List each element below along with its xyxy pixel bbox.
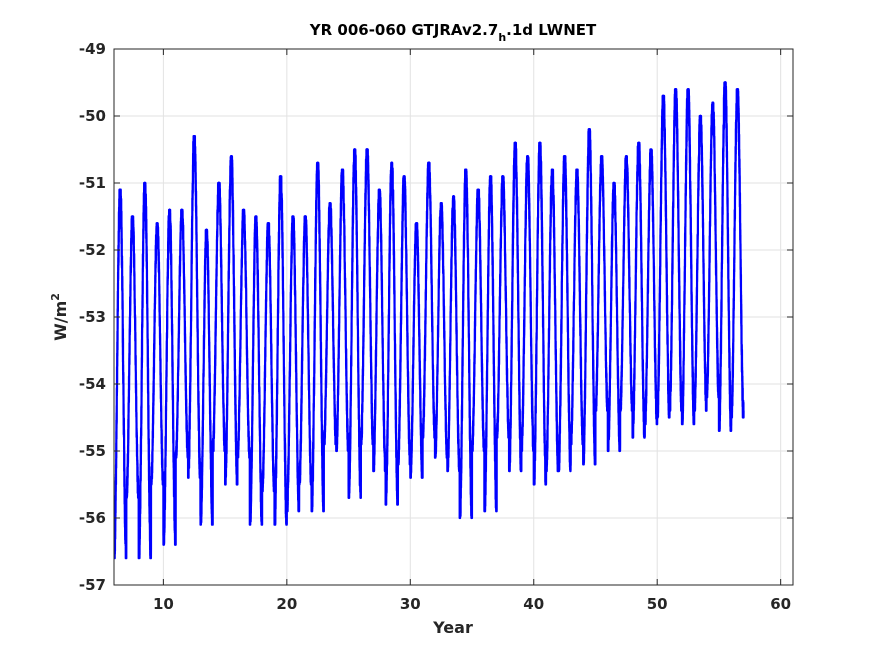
x-tick-label: 40: [523, 595, 544, 613]
x-tick-label: 60: [770, 595, 791, 613]
y-tick-label: -56: [79, 509, 106, 527]
y-axis-title: W/m2: [49, 293, 70, 341]
y-tick-label: -51: [79, 174, 106, 192]
x-ticks: 10 20 30 40 50 60: [153, 49, 791, 613]
y-tick-label: -53: [79, 308, 106, 326]
y-tick-label: -52: [79, 241, 106, 259]
y-axis-title-base: W/m: [51, 301, 70, 341]
chart-title-suffix: .1d LWNET: [506, 21, 597, 39]
x-tick-label: 30: [400, 595, 421, 613]
y-ticks: -57 -56 -55 -54 -53 -52 -51 -50 -49: [79, 40, 793, 594]
x-tick-label: 50: [647, 595, 668, 613]
y-tick-label: -55: [79, 442, 106, 460]
y-axis-title-superscript: 2: [49, 293, 62, 301]
series-line: [114, 81, 745, 560]
x-axis-title: Year: [432, 618, 473, 637]
y-tick-label: -57: [79, 576, 106, 594]
y-tick-label: -50: [79, 107, 106, 125]
chart-title-subscript: h: [498, 31, 506, 44]
y-tick-label: -49: [79, 40, 106, 58]
chart-title: YR 006-060 GTJRAv2.7h.1d LWNET: [309, 21, 597, 44]
y-tick-label: -54: [79, 375, 106, 393]
x-tick-label: 20: [276, 595, 297, 613]
chart-title-main: YR 006-060 GTJRAv2.7: [309, 21, 499, 39]
x-tick-label: 10: [153, 595, 174, 613]
